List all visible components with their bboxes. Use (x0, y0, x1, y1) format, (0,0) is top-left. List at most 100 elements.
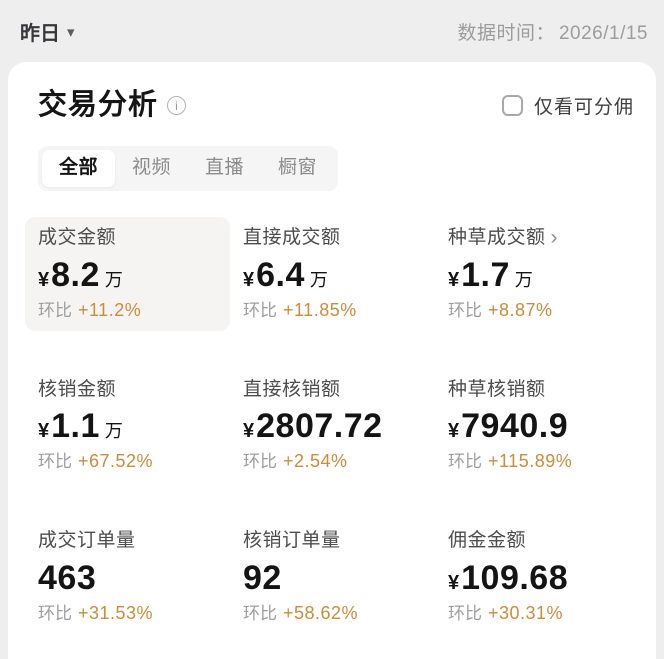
trade-analysis-card: 交易分析 i 仅看可分佣 全部 视频 直播 橱窗 成交金额 ¥8.2 万 环比 +11.… (8, 62, 656, 659)
metric-label-row: 佣金金额 (448, 531, 632, 552)
metric-card-direct-redeem-amount[interactable]: 直接核销额 ¥2807.72 环比 +2.54% (230, 369, 435, 483)
metric-number: 1.7 (461, 255, 510, 294)
ratio-label: 环比 (243, 604, 277, 624)
metric-value: ¥1.7 万 (448, 258, 632, 292)
metric-label-row: 核销金额 (38, 378, 222, 401)
caret-down-icon: ▾ (67, 23, 75, 41)
ratio-label: 环比 (448, 604, 482, 624)
metric-ratio-row: 环比 +2.54% (243, 452, 427, 470)
title-wrap: 交易分析 i (38, 89, 187, 122)
metric-unit: 万 (309, 269, 328, 290)
metric-ratio-row: 环比 +8.87% (448, 301, 632, 319)
currency-symbol: ¥ (448, 268, 460, 291)
metric-label-row: 种草核销额 (448, 378, 632, 401)
ratio-value: +115.89% (488, 451, 573, 472)
metric-label: 种草核销额 (448, 378, 546, 400)
metric-number: 463 (38, 559, 97, 598)
metric-number: 109.68 (461, 559, 569, 598)
currency-symbol: ¥ (448, 572, 460, 595)
metric-label: 核销订单量 (243, 530, 341, 552)
metric-value: 463 (38, 561, 222, 595)
info-icon[interactable]: i (167, 96, 187, 116)
ratio-label: 环比 (243, 300, 277, 320)
data-time: 数据时间： 2026/1/15 (457, 18, 648, 45)
currency-symbol: ¥ (243, 268, 255, 291)
metric-value: ¥7940.9 (448, 409, 632, 443)
ratio-label: 环比 (38, 452, 72, 472)
metric-label-row: 直接成交额 (243, 227, 427, 249)
ratio-value: +31.53% (78, 603, 154, 624)
ratio-label: 环比 (448, 300, 482, 320)
ratio-label: 环比 (243, 452, 277, 472)
metric-label: 成交金额 (38, 226, 117, 248)
currency-symbol: ¥ (38, 420, 50, 443)
metric-unit: 万 (104, 269, 123, 290)
metric-value: ¥109.68 (448, 561, 632, 595)
tab-live[interactable]: 直播 (205, 156, 245, 178)
channel-tabs: 全部 视频 直播 橱窗 (38, 145, 339, 191)
top-bar: 昨日 ▾ 数据时间： 2026/1/15 (0, 0, 664, 62)
metric-value: ¥6.4 万 (243, 258, 427, 292)
metric-card-deal-amount[interactable]: 成交金额 ¥8.2 万 环比 +11.2% (25, 216, 230, 331)
metric-number: 6.4 (256, 255, 305, 294)
metric-card-direct-deal-amount[interactable]: 直接成交额 ¥6.4 万 环比 +11.85% (230, 217, 435, 331)
date-range-label: 昨日 (20, 22, 60, 45)
metric-number: 92 (243, 559, 282, 598)
checkbox-label: 仅看可分佣 (533, 97, 634, 119)
ratio-value: +67.52% (78, 451, 154, 472)
ratio-value: +58.62% (283, 603, 359, 624)
metric-label-row: 核销订单量 (243, 531, 427, 552)
ratio-label: 环比 (448, 452, 482, 472)
ratio-value: +8.87% (488, 299, 553, 320)
currency-symbol: ¥ (38, 268, 50, 291)
metric-ratio-row: 环比 +31.53% (38, 604, 222, 622)
metric-unit: 万 (514, 269, 533, 290)
metric-ratio-row: 环比 +11.85% (243, 301, 427, 319)
date-range-selector[interactable]: 昨日 ▾ (20, 17, 75, 46)
metric-label: 直接核销额 (243, 378, 341, 400)
metric-number: 8.2 (51, 255, 100, 294)
metric-card-seeding-deal-amount[interactable]: 种草成交额 › ¥1.7 万 环比 +8.87% (435, 217, 640, 331)
metric-label: 种草成交额 (448, 226, 546, 248)
ratio-value: +11.2% (78, 299, 142, 320)
metric-card-redeem-amount[interactable]: 核销金额 ¥1.1 万 环比 +67.52% (25, 369, 230, 483)
commission-only-filter[interactable]: 仅看可分佣 (501, 92, 634, 119)
metric-card-seeding-redeem-amount[interactable]: 种草核销额 ¥7940.9 环比 +115.89% (435, 369, 640, 483)
metric-value: ¥8.2 万 (38, 258, 222, 292)
metric-label: 佣金金额 (448, 530, 527, 552)
metric-ratio-row: 环比 +115.89% (448, 452, 632, 470)
metric-value: 92 (243, 561, 427, 595)
metric-unit: 万 (104, 421, 123, 442)
tab-video[interactable]: 视频 (132, 156, 172, 178)
ratio-value: +11.85% (283, 299, 357, 320)
currency-symbol: ¥ (243, 420, 255, 443)
metric-ratio-row: 环比 +67.52% (38, 452, 222, 470)
data-time-label: 数据时间： (457, 22, 555, 44)
metric-ratio-row: 环比 +11.2% (38, 301, 222, 319)
metric-number: 7940.9 (461, 407, 569, 446)
metric-label-row: 种草成交额 › (448, 225, 632, 249)
page-title: 交易分析 (38, 89, 159, 121)
ratio-label: 环比 (38, 604, 72, 624)
metric-ratio-row: 环比 +58.62% (243, 604, 427, 622)
metric-card-commission-amount[interactable]: 佣金金额 ¥109.68 环比 +30.31% (435, 520, 640, 634)
metric-label: 成交订单量 (38, 530, 136, 552)
tab-all[interactable]: 全部 (42, 149, 116, 187)
metric-value: ¥2807.72 (243, 409, 427, 443)
metric-number: 1.1 (51, 407, 100, 446)
metric-label-row: 直接核销额 (243, 378, 427, 401)
tab-showcase[interactable]: 橱窗 (278, 156, 318, 178)
metric-label: 核销金额 (38, 378, 117, 400)
metric-number: 2807.72 (256, 407, 383, 446)
metric-label-row: 成交订单量 (38, 531, 222, 552)
card-header: 交易分析 i 仅看可分佣 (38, 89, 640, 122)
data-time-value: 2026/1/15 (558, 22, 648, 44)
metrics-grid: 成交金额 ¥8.2 万 环比 +11.2% 直接成交额 ¥6.4 万 环比 +11.… (25, 216, 640, 635)
metric-card-redeem-order-count[interactable]: 核销订单量 92 环比 +58.62% (230, 520, 435, 634)
ratio-value: +30.31% (488, 603, 564, 624)
checkbox-icon[interactable] (501, 95, 523, 117)
chevron-right-icon: › (550, 225, 558, 249)
metric-label-row: 成交金额 (38, 226, 222, 249)
metric-ratio-row: 环比 +30.31% (448, 604, 632, 622)
metric-card-deal-order-count[interactable]: 成交订单量 463 环比 +31.53% (25, 520, 230, 634)
